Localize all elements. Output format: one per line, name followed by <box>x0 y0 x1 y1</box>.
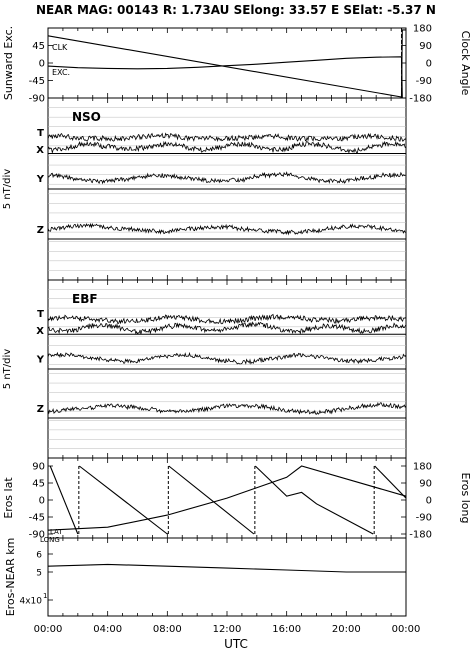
eros-near-km-label: Eros-NEAR km <box>4 538 17 617</box>
panel-eros-left-ytick-label: -45 <box>29 513 45 524</box>
x-tick-label: 00:00 <box>34 624 63 635</box>
panel-range-ytick-exponent: 1 <box>43 592 47 600</box>
x-tick-label: 08:00 <box>153 624 182 635</box>
x-tick-label: 16:00 <box>272 624 301 635</box>
ebf-panel-label-z: Z <box>37 404 44 415</box>
series-long-segment <box>49 465 79 535</box>
ebf-panel-trace-y <box>47 351 407 365</box>
ebf-panel-ylabel: 5 nT/div <box>2 349 13 389</box>
ebf-panel-label-y: Y <box>36 354 45 365</box>
series-long-segment <box>374 465 407 499</box>
nso-panel-label-z: Z <box>37 225 44 236</box>
panel-sunward-right-ytick-label: -180 <box>409 94 432 105</box>
series-long-segment <box>168 465 255 535</box>
nso-panel-title: NSO <box>72 110 101 124</box>
clk-annotation: CLK <box>52 43 68 52</box>
panel-eros-right-ytick-label: -90 <box>416 513 432 524</box>
series-long-segment <box>254 465 374 535</box>
panel-sunward-right-ytick-label: -90 <box>416 76 432 87</box>
panel-sunward-right-ytick-label: 0 <box>426 59 432 70</box>
sunward-exc-label: Sunward Exc. <box>2 26 15 100</box>
x-tick-label: 04:00 <box>93 624 122 635</box>
eros-long-label: Eros long <box>459 473 472 524</box>
x-axis-title: UTC <box>224 637 248 651</box>
series-clk-line <box>47 29 406 98</box>
panel-sunward-left-ytick-label: 0 <box>39 59 45 70</box>
x-tick-label: 20:00 <box>332 624 361 635</box>
series-lat-line <box>47 465 407 531</box>
nso-panel-ylabel: 5 nT/div <box>2 169 13 209</box>
x-tick-label: 12:00 <box>213 624 242 635</box>
nso-panel-label-t: T <box>37 128 44 139</box>
nso-panel-label-x: X <box>36 145 44 156</box>
ebf-panel-trace-z <box>47 401 407 415</box>
panel-eros-right-ytick-label: -180 <box>409 530 432 541</box>
eros-lat-label: Eros lat <box>2 477 15 519</box>
panel-range-ytick-label: 6 <box>36 551 42 561</box>
nso-panel-label-y: Y <box>36 174 45 185</box>
panel-eros-right-ytick-label: 0 <box>426 496 432 507</box>
nso-panel-trace-y <box>47 171 407 185</box>
panel-sunward-frame <box>47 27 407 99</box>
nso-panel-trace-z <box>47 222 407 236</box>
x-tick-label: 00:00 <box>392 624 421 635</box>
series-exc-line <box>47 56 406 99</box>
panel-range-ytick-label: 4x10 <box>19 597 42 607</box>
panel-range-ytick-label: 5 <box>36 569 42 579</box>
panel-eros-right-ytick-label: 90 <box>419 479 432 490</box>
ebf-panel-title: EBF <box>72 292 98 306</box>
panel-sunward-right-ytick-label: 180 <box>413 24 432 35</box>
panel-eros-left-ytick-label: 45 <box>32 479 45 490</box>
series-long-segment <box>78 465 168 535</box>
panel-sunward-left-ytick-label: -45 <box>29 76 45 87</box>
nso-panel-trace-t <box>47 132 407 143</box>
ebf-panel-trace-t <box>47 313 407 325</box>
exc-annotation: EXC. <box>52 68 70 77</box>
panel-eros-left-ytick-label: -90 <box>29 530 45 541</box>
panel-eros-left-ytick-label: 90 <box>32 462 45 473</box>
panel-eros-left-ytick-label: 0 <box>39 496 45 507</box>
panel-range-frame <box>47 537 407 617</box>
panel-sunward-right-ytick-label: 90 <box>419 41 432 52</box>
ebf-panel-label-x: X <box>36 326 44 337</box>
long-annotation: LONG <box>40 536 60 544</box>
series-dist-line <box>47 563 406 573</box>
lat-annotation: LAT <box>50 528 63 536</box>
figure-title: NEAR MAG: 00143 R: 1.73AU SElong: 33.57 … <box>36 3 436 17</box>
ebf-panel-label-t: T <box>37 309 44 320</box>
ebf-panel-trace-x <box>47 321 407 335</box>
nso-panel-trace-x <box>47 140 407 155</box>
panel-eros-right-ytick-label: 180 <box>413 462 432 473</box>
panel-sunward-left-ytick-label: 45 <box>32 41 45 52</box>
panel-sunward-left-ytick-label: -90 <box>29 94 45 105</box>
clock-angle-label: Clock Angle <box>459 31 472 96</box>
